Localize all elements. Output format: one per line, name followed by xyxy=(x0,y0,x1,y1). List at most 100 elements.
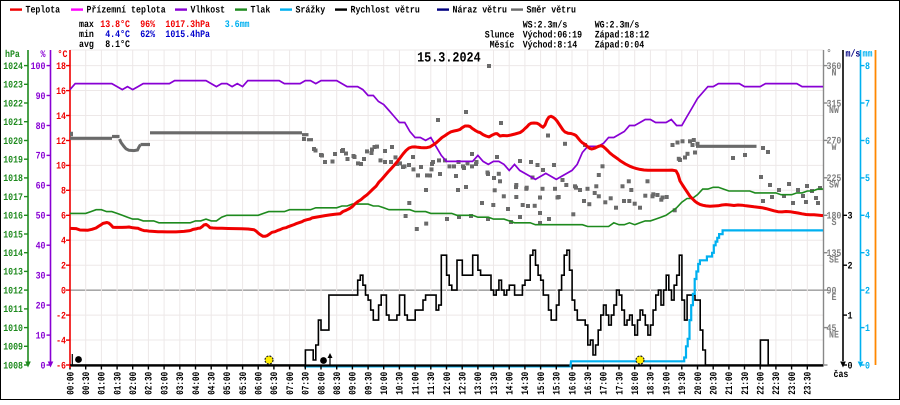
svg-text:180: 180 xyxy=(827,212,842,223)
svg-text:1020: 1020 xyxy=(3,137,23,148)
svg-text:0: 0 xyxy=(41,361,46,372)
svg-text:18:00: 18:00 xyxy=(631,372,642,395)
svg-text:1015.4hPa: 1015.4hPa xyxy=(165,29,210,41)
svg-text:22:00: 22:00 xyxy=(757,372,768,395)
svg-text:1021: 1021 xyxy=(3,118,23,129)
svg-text:NW: NW xyxy=(829,106,839,117)
svg-text:Východ:8:14: Východ:8:14 xyxy=(523,40,578,52)
svg-text:11:00: 11:00 xyxy=(411,372,422,395)
svg-text:WS:2.3m/s: WS:2.3m/s xyxy=(523,20,568,32)
svg-text:Tlak: Tlak xyxy=(251,5,271,17)
svg-text:0: 0 xyxy=(848,361,853,372)
svg-text:08:30: 08:30 xyxy=(333,372,344,395)
svg-text:Rychlost větru: Rychlost větru xyxy=(351,5,420,17)
svg-text:96%: 96% xyxy=(140,20,155,31)
svg-text:04:00: 04:00 xyxy=(192,372,203,395)
svg-text:1009: 1009 xyxy=(3,343,23,354)
svg-text:90: 90 xyxy=(36,92,46,103)
svg-text:hPa: hPa xyxy=(5,49,20,61)
svg-text:03:30: 03:30 xyxy=(176,372,187,395)
svg-text:1: 1 xyxy=(865,324,870,335)
svg-text:1016: 1016 xyxy=(3,212,23,223)
svg-text:2: 2 xyxy=(865,286,870,297)
svg-text:N: N xyxy=(832,68,837,79)
svg-text:10:30: 10:30 xyxy=(396,372,407,395)
svg-text:16:30: 16:30 xyxy=(584,372,595,395)
svg-text:45: 45 xyxy=(827,324,837,335)
svg-text:01:00: 01:00 xyxy=(98,372,109,395)
svg-text:4: 4 xyxy=(865,212,870,223)
svg-text:1010: 1010 xyxy=(3,324,23,335)
svg-text:12:30: 12:30 xyxy=(459,372,470,395)
svg-text:22:30: 22:30 xyxy=(772,372,783,395)
svg-text:1014: 1014 xyxy=(3,249,23,260)
svg-text:00:30: 00:30 xyxy=(82,372,93,395)
svg-text:Slunce: Slunce xyxy=(485,30,515,42)
svg-text:05:30: 05:30 xyxy=(239,372,250,395)
svg-text:SE: SE xyxy=(829,256,839,267)
svg-text:05:00: 05:00 xyxy=(223,372,234,395)
svg-text:14:00: 14:00 xyxy=(506,372,517,395)
svg-text:max: max xyxy=(79,20,94,31)
svg-text:21:30: 21:30 xyxy=(741,372,752,395)
svg-text:%: % xyxy=(41,50,46,61)
svg-text:16: 16 xyxy=(56,87,66,98)
svg-text:18:30: 18:30 xyxy=(647,372,658,395)
svg-text:Přízemní teplota: Přízemní teplota xyxy=(87,5,166,17)
svg-text:1023: 1023 xyxy=(3,81,23,92)
svg-text:07:30: 07:30 xyxy=(302,372,313,395)
svg-text:°C: °C xyxy=(58,50,68,61)
svg-text:19:00: 19:00 xyxy=(662,372,673,395)
svg-text:06:00: 06:00 xyxy=(255,372,266,395)
svg-text:135: 135 xyxy=(827,249,842,260)
svg-text:00:00: 00:00 xyxy=(66,372,77,395)
svg-text:13:30: 13:30 xyxy=(490,372,501,395)
svg-text:Směr větru: Směr větru xyxy=(527,5,577,17)
svg-text:30: 30 xyxy=(36,272,46,283)
svg-text:SW: SW xyxy=(829,181,839,192)
svg-text:1015: 1015 xyxy=(3,230,23,241)
svg-text:S: S xyxy=(832,218,837,229)
svg-text:09:00: 09:00 xyxy=(349,372,360,395)
svg-text:E: E xyxy=(832,293,837,304)
svg-text:90: 90 xyxy=(827,286,837,297)
svg-text:čas: čas xyxy=(834,369,849,381)
svg-text:-6: -6 xyxy=(56,361,66,372)
svg-text:40: 40 xyxy=(36,242,46,253)
svg-text:13:00: 13:00 xyxy=(474,372,485,395)
svg-text:Vlhkost: Vlhkost xyxy=(191,5,226,17)
svg-text:1: 1 xyxy=(848,311,853,322)
svg-text:100: 100 xyxy=(31,62,46,73)
svg-text:02:30: 02:30 xyxy=(145,372,156,395)
svg-text:15:30: 15:30 xyxy=(553,372,564,395)
svg-text:62%: 62% xyxy=(140,30,155,41)
svg-text:03:00: 03:00 xyxy=(160,372,171,395)
svg-text:12: 12 xyxy=(56,137,66,148)
svg-text:225: 225 xyxy=(827,174,842,185)
svg-text:3: 3 xyxy=(848,212,853,223)
svg-text:5: 5 xyxy=(865,174,870,185)
svg-text:1019: 1019 xyxy=(3,156,23,167)
svg-text:W: W xyxy=(832,143,837,154)
svg-text:1017: 1017 xyxy=(3,193,23,204)
svg-text:20: 20 xyxy=(36,301,46,312)
svg-text:Srážky: Srážky xyxy=(296,5,326,17)
svg-text:09:30: 09:30 xyxy=(364,372,375,395)
svg-text:13.8°C: 13.8°C xyxy=(100,20,130,31)
svg-text:06:30: 06:30 xyxy=(270,372,281,395)
svg-text:8.1°C: 8.1°C xyxy=(105,40,130,51)
svg-text:1012: 1012 xyxy=(3,286,23,297)
svg-text:02:00: 02:00 xyxy=(129,372,140,395)
svg-text:Teplota: Teplota xyxy=(26,5,61,17)
svg-text:1011: 1011 xyxy=(3,305,23,316)
svg-text:14:30: 14:30 xyxy=(521,372,532,395)
svg-text:WG:2.3m/s: WG:2.3m/s xyxy=(595,20,640,32)
svg-text:6: 6 xyxy=(61,212,66,223)
svg-text:10: 10 xyxy=(36,331,46,342)
svg-text:6: 6 xyxy=(865,137,870,148)
svg-text:3.6mm: 3.6mm xyxy=(225,20,250,31)
svg-text:315: 315 xyxy=(827,99,842,110)
svg-text:04:30: 04:30 xyxy=(208,372,219,395)
svg-text:°: ° xyxy=(827,49,832,60)
svg-text:-4: -4 xyxy=(56,336,66,347)
